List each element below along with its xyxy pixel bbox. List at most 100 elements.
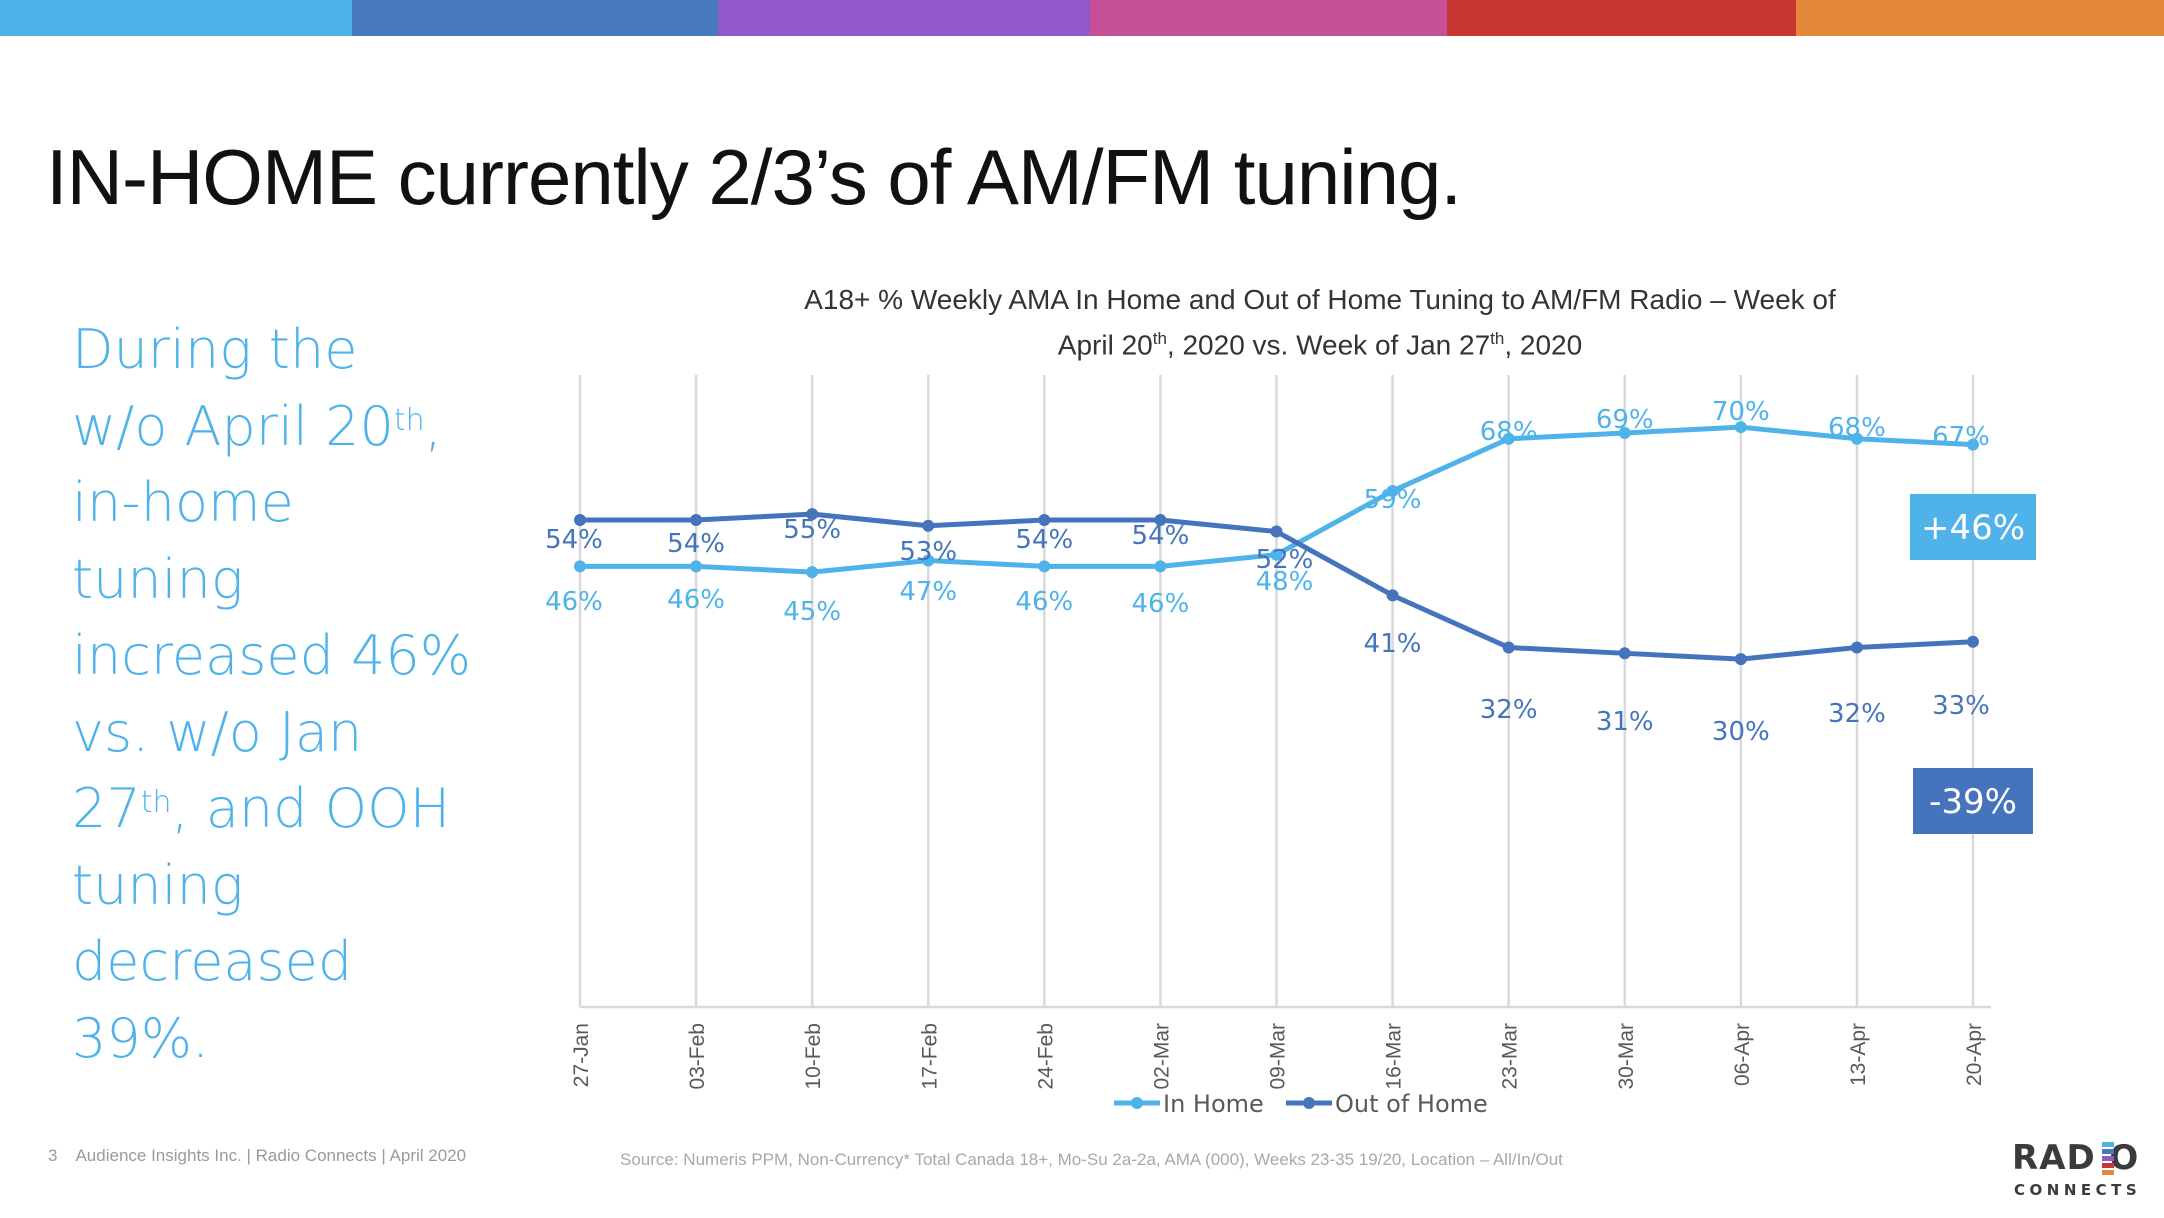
logo-bar: [2102, 1149, 2114, 1154]
out-of-home-point: [806, 508, 819, 521]
x-tick-label: 06-Apr: [1731, 1023, 1754, 1086]
color-band-3: [718, 0, 1090, 36]
data-label: 54%: [545, 525, 603, 555]
side-text-line: tuning: [72, 547, 244, 611]
x-tick-label: 30-Mar: [1615, 1023, 1638, 1090]
logo-bar: [2102, 1163, 2114, 1168]
in-home-point: [1618, 426, 1631, 439]
side-text-line: 39%.: [72, 1006, 210, 1070]
data-label: 46%: [667, 585, 725, 615]
x-tick-label: 13-Apr: [1847, 1023, 1870, 1086]
x-tick-label: 10-Feb: [802, 1023, 825, 1090]
logo-bars: [2102, 1142, 2114, 1177]
side-text-sup: th: [140, 785, 172, 820]
side-text-line: During the: [72, 318, 358, 381]
data-label: 46%: [1015, 587, 1073, 617]
out-of-home-point: [1734, 653, 1747, 666]
out-of-home-point: [922, 519, 935, 532]
legend-label: Out of Home: [1335, 1090, 1488, 1118]
data-label: 54%: [667, 529, 725, 559]
in-home-point: [574, 560, 586, 573]
chart-title-sup: th: [1490, 329, 1505, 348]
footer-credit: 3 Audience Insights Inc. | Radio Connects…: [48, 1146, 466, 1166]
data-label: 59%: [1364, 485, 1422, 515]
logo-word: RADIO: [2012, 1138, 2140, 1178]
data-label: 52%: [1256, 545, 1314, 575]
data-label: 46%: [545, 587, 603, 617]
data-label: 55%: [783, 515, 841, 545]
data-label: 31%: [1596, 707, 1654, 737]
out-of-home-point: [1270, 525, 1283, 538]
in-home-point: [1967, 438, 1979, 451]
x-tick-label: 03-Feb: [686, 1023, 709, 1090]
x-tick-label: 27-Jan: [570, 1023, 593, 1087]
data-label: 54%: [1015, 525, 1073, 555]
color-band-2: [352, 0, 718, 36]
side-text-line: in-home: [72, 471, 294, 534]
side-text-line: increased 46%: [72, 624, 472, 687]
chart-title-part: , 2020 vs. Week of Jan 27: [1166, 329, 1491, 361]
footer-credit-text: Audience Insights Inc. | Radio Connects …: [75, 1146, 467, 1165]
color-band-6: [1796, 0, 2164, 36]
top-color-bar: [0, 0, 2164, 36]
chart-title-part: , 2020: [1504, 329, 1583, 361]
slide-title: IN-HOME currently 2/3’s of AM/FM tuning.: [46, 133, 1462, 221]
side-summary-text: During the w/o April 20th, in-home tunin…: [72, 312, 492, 1077]
side-text-line: w/o April 20: [72, 394, 394, 458]
logo-sub: CONNECTS: [2014, 1181, 2142, 1199]
color-band-5: [1447, 0, 1796, 36]
data-label: 69%: [1596, 405, 1654, 435]
in-home-point: [1038, 560, 1051, 573]
in-home-point: [922, 554, 935, 567]
x-tick-label: 23-Mar: [1499, 1023, 1522, 1090]
in-home-point: [1502, 432, 1515, 445]
out-of-home-point: [1967, 635, 1979, 648]
data-label: 45%: [783, 597, 841, 627]
x-tick-label: 09-Mar: [1267, 1023, 1290, 1090]
logo-bar: [2102, 1170, 2114, 1175]
data-label: 48%: [1256, 567, 1314, 597]
side-text-line: decreased: [72, 930, 353, 993]
out-of-home-point: [1154, 513, 1167, 526]
out-of-home-point: [574, 513, 586, 526]
x-tick-label: 02-Mar: [1150, 1023, 1173, 1090]
data-label: 47%: [899, 577, 957, 607]
badge-label: +46%: [1921, 508, 2025, 548]
in-home-point: [1850, 432, 1863, 445]
chart-title-part: April 20: [1057, 329, 1153, 361]
side-text-line: vs. w/o Jan: [72, 700, 363, 764]
data-label: 32%: [1480, 695, 1538, 725]
data-label: 46%: [1132, 589, 1190, 619]
in-home-point: [1270, 548, 1283, 561]
out-of-home-point: [690, 513, 703, 526]
out-of-home-point: [1850, 641, 1863, 654]
chart-title-sup: th: [1152, 329, 1167, 348]
x-tick-label: 20-Apr: [1963, 1023, 1986, 1086]
data-label: 68%: [1480, 417, 1538, 447]
data-label: 68%: [1828, 413, 1886, 443]
logo-bar: [2102, 1156, 2114, 1161]
out-of-home-point: [1038, 513, 1051, 526]
chart-title-line-1: A18+ % Weekly AMA In Home and Out of Hom…: [804, 284, 1836, 315]
badge-label: -39%: [1929, 782, 2017, 822]
data-label: 33%: [1932, 691, 1990, 721]
color-band-4: [1090, 0, 1447, 36]
decrease-badge: [1913, 768, 2033, 834]
data-label: 32%: [1828, 699, 1886, 729]
x-tick-label: 16-Mar: [1383, 1023, 1406, 1090]
side-text-line: 27: [72, 777, 141, 840]
side-text-sup: th: [393, 402, 425, 438]
data-label: 30%: [1712, 717, 1770, 747]
out-of-home-point: [1386, 589, 1399, 602]
page-number: 3: [48, 1146, 58, 1165]
radio-connects-logo: RADIO CONNECTS: [2012, 1138, 2152, 1204]
data-label: 41%: [1364, 629, 1422, 659]
data-label: 54%: [1132, 521, 1190, 551]
side-text-line: tuning: [72, 853, 244, 917]
in-home-point: [1154, 560, 1167, 573]
legend-swatch-marker: [1303, 1097, 1315, 1109]
side-text-line: ,: [424, 394, 442, 458]
data-label: 53%: [899, 537, 957, 567]
chart-title: A18+ % Weekly AMA In Home and Out of Hom…: [780, 280, 1860, 364]
